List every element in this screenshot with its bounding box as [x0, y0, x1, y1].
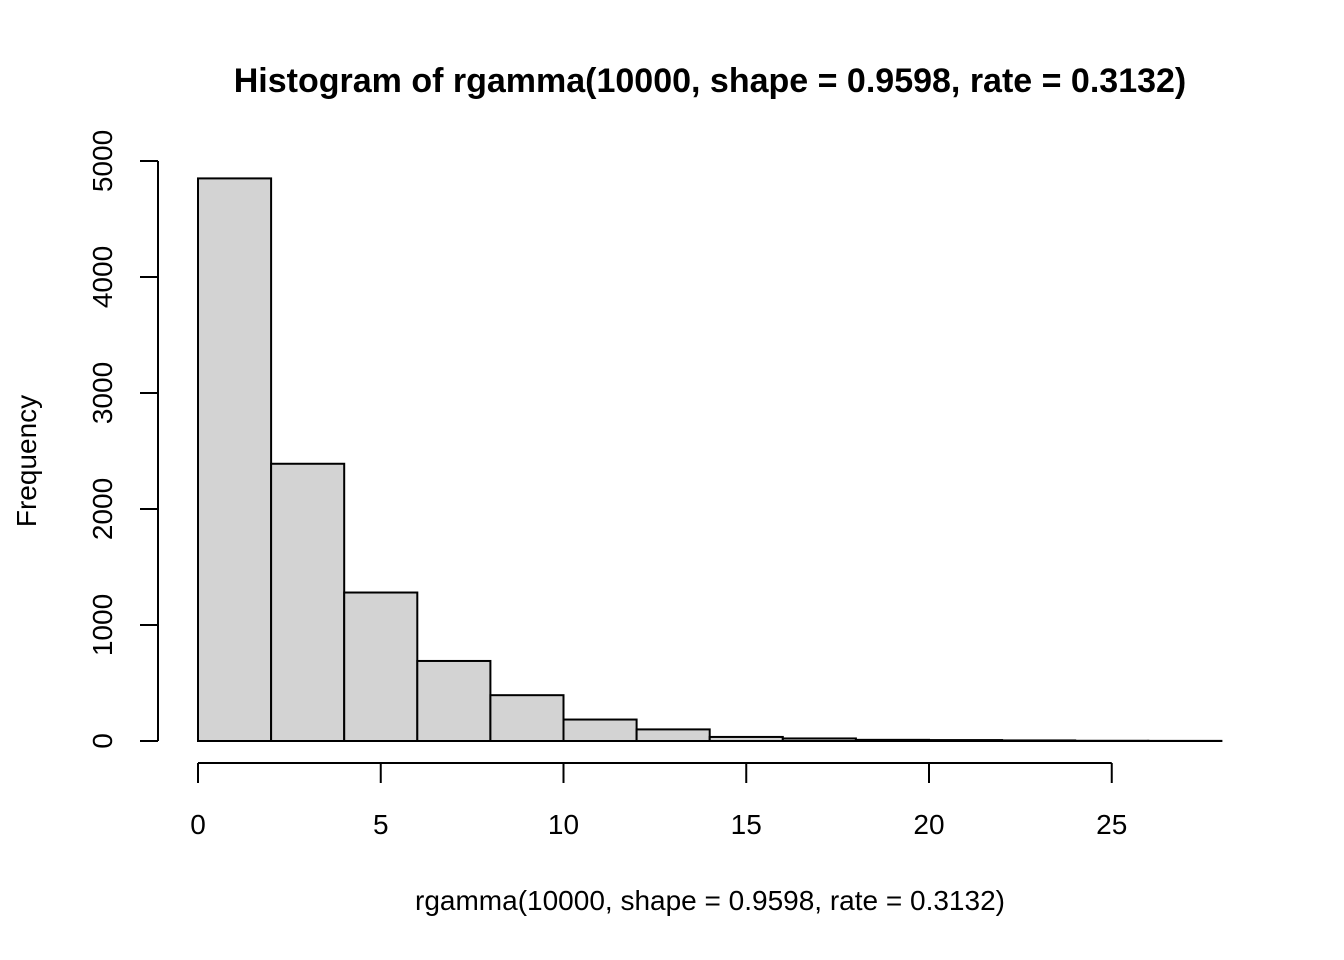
histogram-bar [343, 591, 419, 743]
histogram-bar [928, 739, 1004, 743]
histogram-bar [854, 738, 931, 743]
histogram-bar [197, 177, 273, 742]
y-axis: 0 1000 2000 3000 4000 5000 [87, 130, 159, 749]
x-tick-label: 5 [373, 809, 389, 840]
x-tick-label: 0 [190, 809, 206, 840]
x-tick-label: 20 [913, 809, 944, 840]
histogram-bar [562, 718, 638, 742]
x-axis: 0 5 10 15 20 25 [190, 762, 1127, 840]
histogram-bar [781, 737, 857, 742]
x-tick-label: 15 [731, 809, 762, 840]
y-tick-label: 0 [87, 733, 118, 749]
bars-group [197, 177, 1223, 743]
y-axis-label: Frequency [11, 395, 42, 527]
chart-title: Histogram of rgamma(10000, shape = 0.959… [234, 62, 1187, 100]
histogram-bar [270, 462, 346, 742]
y-tick-label: 1000 [87, 594, 118, 656]
y-tick-label: 3000 [87, 362, 118, 424]
histogram-bar [489, 694, 565, 742]
y-tick-label: 5000 [87, 130, 118, 192]
histogram-bar [708, 735, 784, 743]
y-tick-label: 2000 [87, 478, 118, 540]
histogram-bar [635, 728, 711, 743]
histogram-bar [1001, 739, 1077, 742]
x-axis-label: rgamma(10000, shape = 0.9598, rate = 0.3… [415, 885, 1005, 916]
x-tick-label: 10 [548, 809, 579, 840]
histogram-bar [416, 659, 492, 743]
y-tick-label: 4000 [87, 246, 118, 308]
x-tick-label: 25 [1096, 809, 1127, 840]
